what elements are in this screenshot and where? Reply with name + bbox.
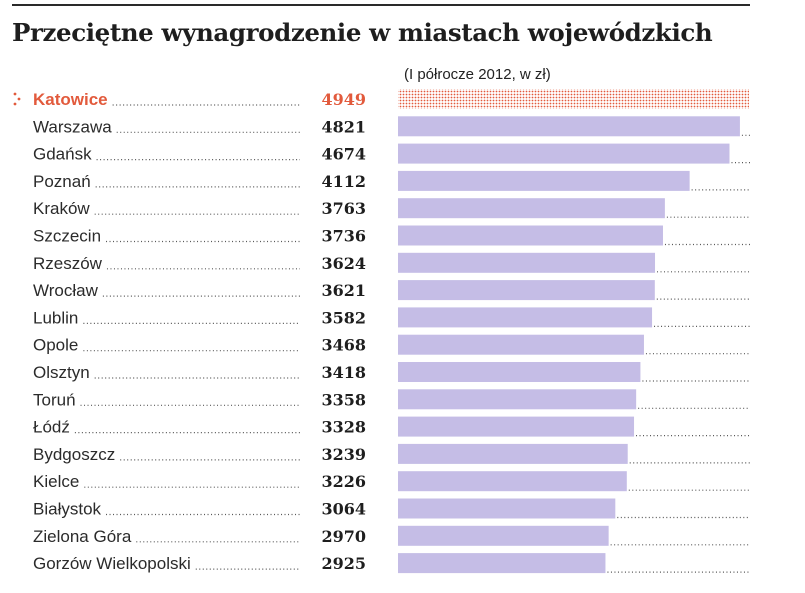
chart-title: Przeciętne wynagrodzenie w miastach woje… xyxy=(12,18,713,47)
category-label: Bydgoszcz xyxy=(33,445,115,464)
category-label: Warszawa xyxy=(33,117,112,136)
value-label: 3064 xyxy=(321,500,366,519)
value-label: 3358 xyxy=(321,390,366,409)
category-label: Rzeszów xyxy=(33,254,103,273)
bar xyxy=(398,389,637,410)
bar xyxy=(398,362,641,382)
category-label: Zielona Góra xyxy=(33,527,132,546)
chart-subtitle: (I półrocze 2012, w zł) xyxy=(404,66,551,83)
bar xyxy=(398,525,609,546)
category-label: Toruń xyxy=(33,390,76,409)
category-label: Opole xyxy=(33,336,78,355)
bar xyxy=(398,443,628,464)
bar xyxy=(398,170,690,191)
category-label: Lublin xyxy=(33,308,78,327)
bar xyxy=(398,553,606,574)
bar xyxy=(398,280,655,301)
category-label: Gdańsk xyxy=(33,145,92,164)
category-label: Poznań xyxy=(33,172,91,191)
bar xyxy=(398,198,665,219)
bar xyxy=(398,252,656,273)
value-label: 3468 xyxy=(321,336,366,355)
highlight-marker-dot xyxy=(17,97,21,101)
value-label: 3226 xyxy=(321,472,366,491)
bar xyxy=(398,225,663,246)
value-label: 2970 xyxy=(321,527,366,546)
value-label: 3418 xyxy=(321,363,366,382)
category-label: Kraków xyxy=(33,199,90,218)
bar xyxy=(398,307,653,328)
bar xyxy=(398,471,627,492)
category-label: Gorzów Wielkopolski xyxy=(33,554,191,573)
value-label: 4674 xyxy=(321,145,366,164)
category-label: Łódź xyxy=(33,418,70,437)
value-label: 3624 xyxy=(321,254,366,273)
value-label: 3763 xyxy=(321,199,366,218)
value-label: 3582 xyxy=(321,308,366,327)
value-label: 4821 xyxy=(321,117,366,136)
value-label: 3239 xyxy=(321,445,366,464)
value-label: 3621 xyxy=(321,281,366,300)
category-label: Białystok xyxy=(33,500,102,519)
bar xyxy=(398,416,635,437)
category-label: Kielce xyxy=(33,472,79,491)
value-label: 3736 xyxy=(321,227,366,246)
category-label: Szczecin xyxy=(33,227,101,246)
bar xyxy=(398,116,740,137)
highlight-marker-dot xyxy=(13,92,17,96)
category-label: Olsztyn xyxy=(33,363,90,382)
value-label: 4949 xyxy=(321,90,366,109)
value-label: 2925 xyxy=(321,554,366,573)
bar xyxy=(398,143,730,164)
category-label: Wrocław xyxy=(33,281,99,300)
value-label: 3328 xyxy=(321,418,366,437)
top-rule xyxy=(12,4,750,6)
value-label: 4112 xyxy=(321,172,366,191)
highlight-marker-dot xyxy=(13,102,17,106)
bar xyxy=(398,334,644,355)
bar-highlight xyxy=(398,89,749,109)
bar xyxy=(398,498,616,519)
category-label: Katowice xyxy=(33,90,108,109)
